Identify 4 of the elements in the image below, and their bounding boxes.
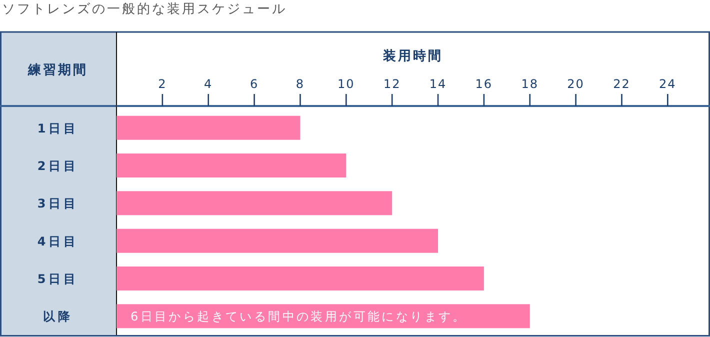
title: ソフトレンズの一般的な装用スケジュール [2, 2, 287, 17]
annotation: 6日目から起きている間中の装用が可能になります。 [130, 310, 467, 324]
xlabel: 装用時間 [382, 49, 443, 64]
ylabel: 練習期間 [28, 63, 88, 78]
